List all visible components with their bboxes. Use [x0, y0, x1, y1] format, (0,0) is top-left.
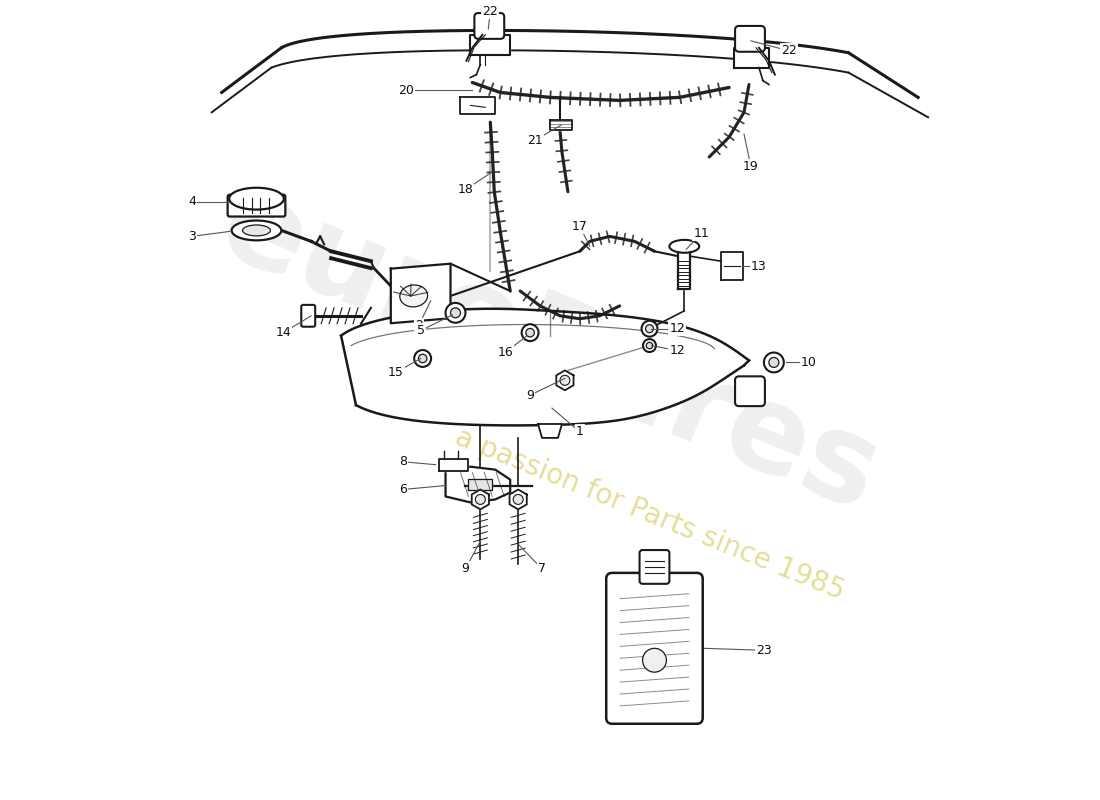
Text: 6: 6	[399, 483, 407, 496]
Text: 12: 12	[670, 322, 685, 335]
Text: 9: 9	[462, 562, 470, 575]
Text: 21: 21	[527, 134, 543, 146]
Circle shape	[644, 339, 656, 352]
Circle shape	[521, 324, 539, 341]
Text: 11: 11	[693, 227, 710, 240]
Text: 5: 5	[417, 324, 425, 337]
Circle shape	[514, 494, 524, 504]
Text: 12: 12	[670, 344, 685, 357]
Circle shape	[641, 321, 658, 337]
Polygon shape	[390, 264, 451, 323]
Circle shape	[415, 350, 431, 367]
Polygon shape	[439, 458, 469, 470]
Text: 13: 13	[751, 260, 767, 273]
Text: 18: 18	[458, 183, 473, 196]
Circle shape	[475, 494, 485, 504]
FancyBboxPatch shape	[474, 13, 504, 39]
Polygon shape	[461, 98, 495, 114]
FancyBboxPatch shape	[735, 26, 764, 52]
Text: 7: 7	[538, 562, 546, 575]
Text: 19: 19	[744, 161, 759, 174]
FancyBboxPatch shape	[301, 305, 316, 326]
Polygon shape	[469, 478, 493, 490]
Text: 20: 20	[398, 84, 414, 97]
Text: a passion for Parts since 1985: a passion for Parts since 1985	[451, 423, 848, 606]
Polygon shape	[722, 252, 742, 280]
FancyBboxPatch shape	[606, 573, 703, 724]
Text: 16: 16	[497, 346, 513, 359]
Polygon shape	[557, 370, 573, 390]
FancyBboxPatch shape	[735, 376, 764, 406]
Text: 9: 9	[526, 389, 534, 402]
Circle shape	[642, 648, 667, 672]
Circle shape	[451, 308, 461, 318]
Circle shape	[446, 303, 465, 322]
Polygon shape	[509, 490, 527, 510]
Ellipse shape	[243, 225, 271, 236]
Polygon shape	[538, 424, 562, 438]
Text: 22: 22	[781, 44, 796, 58]
Text: 3: 3	[188, 230, 196, 243]
Polygon shape	[679, 246, 691, 289]
FancyBboxPatch shape	[639, 550, 670, 584]
Text: 17: 17	[572, 220, 587, 233]
Circle shape	[763, 353, 784, 372]
Polygon shape	[341, 309, 749, 426]
Polygon shape	[550, 120, 572, 130]
Circle shape	[418, 354, 427, 362]
Text: 10: 10	[801, 356, 816, 369]
Text: 15: 15	[388, 366, 404, 379]
Text: 23: 23	[756, 644, 772, 657]
Ellipse shape	[232, 221, 282, 240]
Circle shape	[769, 358, 779, 367]
Ellipse shape	[670, 240, 700, 253]
Text: 8: 8	[398, 455, 407, 468]
Polygon shape	[472, 490, 490, 510]
Circle shape	[647, 342, 652, 349]
Circle shape	[526, 329, 535, 337]
Ellipse shape	[229, 188, 284, 210]
Text: euroPares: euroPares	[205, 166, 895, 536]
Polygon shape	[734, 48, 769, 68]
Text: 22: 22	[483, 5, 498, 18]
Polygon shape	[471, 35, 510, 54]
FancyBboxPatch shape	[228, 194, 285, 217]
Text: 4: 4	[188, 195, 196, 208]
Ellipse shape	[399, 285, 428, 307]
Circle shape	[560, 375, 570, 386]
Polygon shape	[446, 466, 510, 502]
Text: 14: 14	[275, 326, 292, 339]
Circle shape	[646, 325, 653, 333]
Text: 1: 1	[576, 426, 584, 438]
Text: 2: 2	[415, 319, 422, 332]
